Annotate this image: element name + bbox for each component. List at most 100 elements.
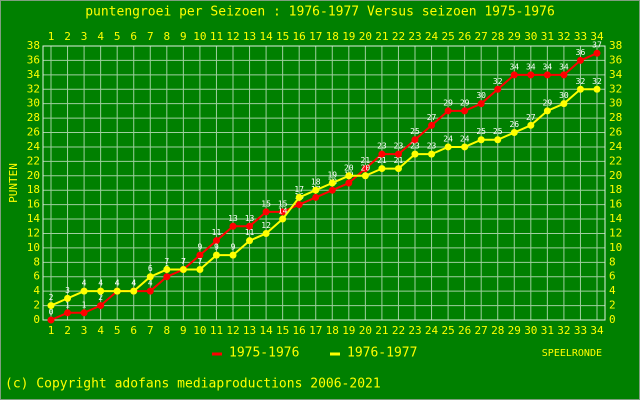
point bbox=[80, 287, 88, 295]
point bbox=[378, 150, 386, 158]
y2-tick-label: 16 bbox=[609, 198, 622, 211]
y-tick-label: 8 bbox=[33, 255, 40, 268]
y2-tick-label: 8 bbox=[609, 255, 616, 268]
x-tick-label: 15 bbox=[276, 324, 289, 337]
point bbox=[411, 136, 419, 144]
x2-tick-label: 24 bbox=[425, 30, 439, 43]
data-label: 2 bbox=[49, 293, 54, 302]
y-tick-label: 24 bbox=[27, 140, 41, 153]
data-label: 27 bbox=[427, 113, 437, 122]
point bbox=[543, 71, 551, 79]
point bbox=[279, 215, 287, 223]
data-label: 20 bbox=[344, 163, 354, 172]
x2-tick-label: 21 bbox=[375, 30, 388, 43]
x2-tick-label: 2 bbox=[64, 30, 71, 43]
x-tick-label: 7 bbox=[147, 324, 154, 337]
y2-tick-label: 32 bbox=[609, 82, 622, 95]
data-label: 4 bbox=[98, 279, 103, 288]
data-label: 20 bbox=[361, 163, 371, 172]
x-tick-label: 16 bbox=[293, 324, 306, 337]
point bbox=[163, 273, 171, 281]
point bbox=[113, 287, 121, 295]
point bbox=[312, 193, 320, 201]
plot-frame bbox=[42, 45, 606, 321]
x2-tick-label: 5 bbox=[114, 30, 121, 43]
x2-tick-label: 17 bbox=[309, 30, 322, 43]
x2-tick-label: 6 bbox=[130, 30, 137, 43]
x-tick-label: 22 bbox=[392, 324, 405, 337]
data-label: 0 bbox=[49, 308, 54, 317]
point bbox=[361, 172, 369, 180]
data-label: 1 bbox=[65, 300, 70, 309]
data-label: 26 bbox=[509, 120, 519, 129]
point bbox=[97, 302, 105, 310]
x-tick-label: 3 bbox=[81, 324, 88, 337]
point bbox=[47, 302, 55, 310]
data-label: 4 bbox=[115, 279, 120, 288]
data-label: 19 bbox=[327, 171, 337, 180]
point bbox=[593, 85, 601, 93]
x2-tick-label: 34 bbox=[590, 30, 604, 43]
point bbox=[80, 309, 88, 317]
point bbox=[527, 121, 535, 129]
x2-tick-label: 13 bbox=[243, 30, 256, 43]
point bbox=[97, 287, 105, 295]
x-tick-label: 5 bbox=[114, 324, 121, 337]
x2-tick-label: 26 bbox=[458, 30, 471, 43]
data-label: 4 bbox=[148, 279, 153, 288]
x-tick-label: 2 bbox=[64, 324, 71, 337]
x2-tick-label: 15 bbox=[276, 30, 289, 43]
point bbox=[312, 186, 320, 194]
data-label: 34 bbox=[543, 62, 553, 71]
point bbox=[246, 222, 254, 230]
data-label: 15 bbox=[261, 199, 271, 208]
x-tick-label: 9 bbox=[180, 324, 187, 337]
data-label: 9 bbox=[197, 243, 202, 252]
x-tick-label: 32 bbox=[557, 324, 570, 337]
y-tick-label: 34 bbox=[27, 68, 41, 81]
data-label: 3 bbox=[65, 286, 70, 295]
x-tick-label: 12 bbox=[226, 324, 239, 337]
data-label: 4 bbox=[131, 279, 136, 288]
point bbox=[461, 143, 469, 151]
point bbox=[494, 136, 502, 144]
point bbox=[64, 294, 72, 302]
y2-tick-label: 10 bbox=[609, 241, 622, 254]
data-label: 4 bbox=[131, 279, 136, 288]
data-label: 4 bbox=[115, 279, 120, 288]
legend-label: 1975-1976 bbox=[229, 346, 299, 361]
y2-tick-label: 22 bbox=[609, 154, 622, 167]
x2-tick-label: 8 bbox=[164, 30, 171, 43]
point bbox=[394, 150, 402, 158]
point bbox=[560, 100, 568, 108]
point bbox=[361, 165, 369, 173]
point bbox=[461, 107, 469, 115]
x2-tick-label: 3 bbox=[81, 30, 88, 43]
x-tick-label: 28 bbox=[491, 324, 504, 337]
y2-tick-label: 36 bbox=[609, 53, 622, 66]
data-label: 7 bbox=[181, 257, 186, 266]
point bbox=[477, 100, 485, 108]
x2-tick-label: 18 bbox=[326, 30, 339, 43]
data-label: 24 bbox=[443, 134, 453, 143]
x-tick-label: 25 bbox=[441, 324, 454, 337]
data-label: 2 bbox=[98, 293, 103, 302]
point bbox=[262, 229, 270, 237]
y2-tick-label: 28 bbox=[609, 111, 622, 124]
point bbox=[378, 165, 386, 173]
data-label: 23 bbox=[377, 142, 387, 151]
data-label: 34 bbox=[559, 62, 569, 71]
y-axis-label: PUNTEN bbox=[7, 163, 20, 203]
data-label: 25 bbox=[493, 127, 503, 136]
footer: (c) Copyright adofans mediaproductions 2… bbox=[5, 377, 381, 392]
data-label: 17 bbox=[294, 185, 304, 194]
data-label: 1 bbox=[82, 300, 87, 309]
y2-tick-label: 38 bbox=[609, 39, 622, 52]
x2-tick-label: 29 bbox=[508, 30, 521, 43]
x-tick-label: 20 bbox=[359, 324, 372, 337]
x2-tick-label: 7 bbox=[147, 30, 154, 43]
y2-tick-label: 0 bbox=[609, 313, 616, 326]
point bbox=[295, 201, 303, 209]
y-tick-label: 22 bbox=[27, 154, 40, 167]
